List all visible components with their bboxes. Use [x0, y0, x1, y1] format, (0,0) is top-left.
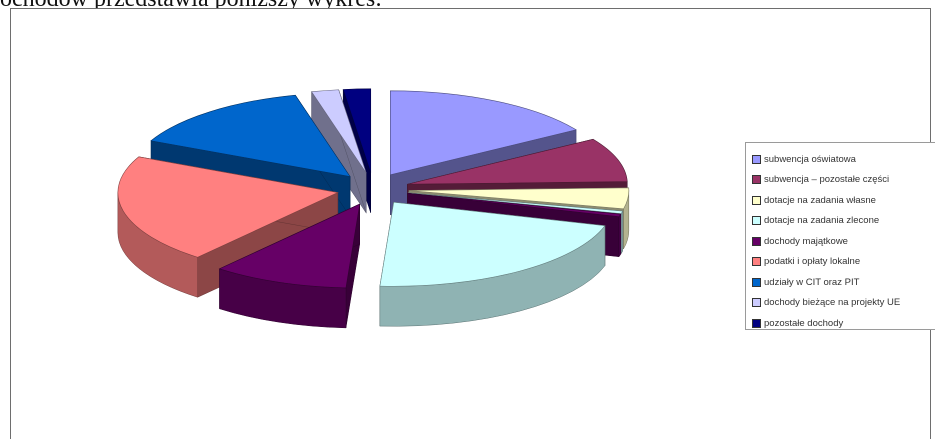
pie-slice-5: podatki i opłaty lokalne [379, 201, 606, 327]
legend-item: subwencja – pozostałe części [752, 170, 935, 191]
legend-swatch [752, 236, 761, 246]
pie-slice-wall-3 [620, 210, 623, 255]
legend-item: pozostałe dochody [752, 313, 935, 334]
chart-legend: subwencja oświatowa subwencja – pozostałe… [745, 142, 935, 330]
legend-item: podatki i opłaty lokalne [752, 252, 935, 273]
legend-label: subwencja oświatowa [764, 153, 856, 165]
legend-item: dochody bieżące na projekty UE [752, 293, 935, 314]
legend-swatch [752, 175, 761, 185]
pie-slice-top-10 [342, 88, 372, 173]
legend-item: subwencja oświatowa [752, 149, 935, 170]
pie-slice-top-7 [117, 156, 339, 258]
legend-label: dotacje na zadania własne [764, 194, 876, 206]
legend-swatch [752, 257, 761, 267]
pie-slice-top-9 [311, 89, 367, 174]
legend-swatch [752, 277, 761, 287]
pie-slice-top-6 [218, 203, 361, 289]
pie-chart: subwencja oświatowapozostałe dochodysubw… [117, 88, 630, 329]
legend-label: dochody bieżące na projekty UE [764, 297, 901, 309]
pie-slice-top-4 [407, 192, 622, 218]
legend-label: podatki i opłaty lokalne [764, 256, 861, 268]
legend-label: subwencja – pozostałe części [764, 174, 890, 186]
pie-slice-6: udziały w CIT oraz PIT [218, 203, 361, 329]
legend-label: pozostałe dochody [764, 317, 844, 329]
pie-slice-top-0 [390, 90, 577, 176]
legend-swatch [752, 298, 761, 308]
legend-item: dochody majątkowe [752, 231, 935, 252]
pie-slice-7: dochody bieżące na projekty UE [117, 156, 339, 298]
pie-slice-top-2 [408, 187, 630, 210]
pie-slice-9 [311, 89, 367, 214]
pie-slice-top-3 [407, 192, 624, 214]
legend-label: udziały w CIT oraz PIT [764, 276, 860, 288]
pie-slice-top-1 [407, 138, 628, 185]
legend-label: dotacje na zadania zlecone [764, 215, 880, 227]
legend-label: dochody majątkowe [764, 235, 848, 247]
pie-slice-wall-4 [618, 213, 622, 258]
pie-slice-top-8 [150, 94, 351, 177]
legend-swatch [752, 216, 761, 226]
legend-item: dotacje na zadania własne [752, 190, 935, 211]
chart-frame: subwencja oświatowapozostałe dochodysubw… [10, 8, 935, 439]
legend-swatch [752, 318, 761, 328]
legend-swatch [752, 154, 761, 164]
legend-swatch [752, 195, 761, 205]
legend-item: udziały w CIT oraz PIT [752, 272, 935, 293]
legend-item: dotacje na zadania zlecone [752, 211, 935, 232]
pie-slice-top-5 [379, 201, 606, 287]
